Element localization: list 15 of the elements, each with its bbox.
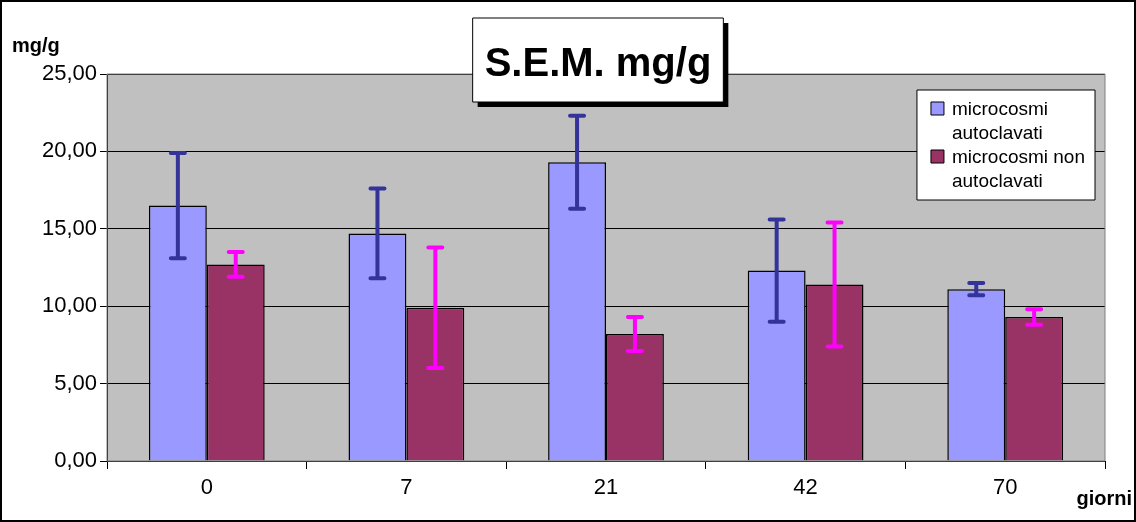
x-tick-label: 70: [992, 474, 1018, 500]
y-axis-title: mg/g: [12, 34, 60, 56]
legend-label: microcosmi non autoclavati: [951, 146, 1086, 191]
x-tick-label: 21: [593, 474, 619, 500]
y-tick-label: 25,00: [41, 60, 97, 86]
x-tick-label: 42: [793, 474, 818, 500]
y-tick-label: 5,00: [54, 369, 97, 395]
y-tick-label: 10,00: [41, 292, 97, 318]
chart-title: S.E.M. mg/g: [484, 40, 712, 84]
y-tick-label: 15,00: [41, 214, 97, 240]
x-tick-label: 7: [400, 474, 413, 500]
y-tick-label: 0,00: [54, 447, 97, 473]
x-axis-title: giorni: [1076, 487, 1132, 509]
y-tick-label: 20,00: [41, 137, 97, 163]
x-tick-label: 0: [200, 474, 213, 500]
